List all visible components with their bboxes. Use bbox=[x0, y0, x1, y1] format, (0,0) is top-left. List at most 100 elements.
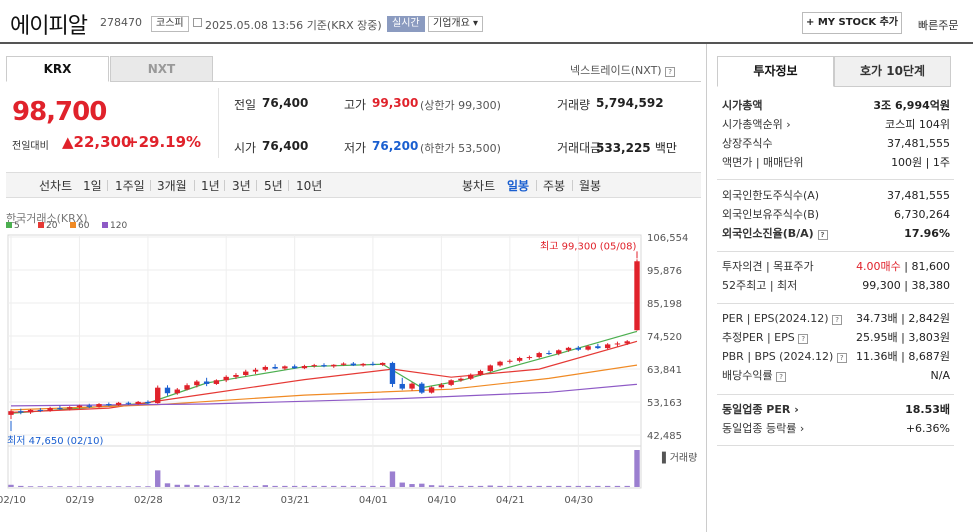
volume-label: 거래량 bbox=[557, 98, 591, 112]
volume-bar bbox=[634, 450, 640, 487]
candle-body bbox=[203, 381, 210, 384]
volume-bar bbox=[624, 485, 630, 487]
info-market-cap-rank[interactable]: 시가총액순위 › 코스피 104위 bbox=[722, 118, 950, 131]
help-icon[interactable]: ? bbox=[817, 230, 828, 240]
candle-body bbox=[321, 365, 327, 367]
period-monthly[interactable]: 월봉 bbox=[579, 179, 602, 193]
market-badge: 코스피 bbox=[151, 16, 189, 32]
tab-nxt[interactable]: NXT bbox=[110, 56, 213, 82]
info-foreign-limit: 외국인한도주식수(A) 37,481,555 bbox=[722, 189, 950, 202]
period-10y[interactable]: 10년 bbox=[296, 179, 323, 193]
candle-body bbox=[331, 364, 337, 367]
candle-body bbox=[438, 384, 445, 388]
candle-body bbox=[595, 346, 601, 349]
candle-chart-label: 봉차트 bbox=[462, 179, 496, 193]
candle-body bbox=[125, 402, 132, 404]
ma-line-ma120 bbox=[10, 383, 638, 407]
candle-body bbox=[497, 361, 503, 366]
price-chart[interactable]: 106,554 95,876 85,198 74,520 63,841 53,163 42,… bbox=[0, 228, 706, 528]
add-my-stock-button[interactable]: + MY STOCK 추가 bbox=[802, 12, 902, 34]
ma-legend-60: 60 bbox=[70, 221, 89, 231]
min-annotation: 최저 47,650 (02/10) bbox=[7, 435, 103, 447]
volume-bar bbox=[233, 485, 239, 487]
period-weekly[interactable]: 주봉 bbox=[543, 179, 566, 193]
volume-bar bbox=[350, 485, 357, 487]
volume-bar bbox=[262, 485, 269, 487]
exchange-label: 한국거래소(KRX) bbox=[6, 212, 88, 225]
info-per: PER | EPS(2024.12) ? 34.73배 | 2,842원 bbox=[722, 312, 950, 325]
upper-limit: (상한가 99,300) bbox=[420, 99, 501, 112]
info-shares: 상장주식수 37,481,555 bbox=[722, 137, 950, 150]
calendar-icon bbox=[193, 18, 202, 27]
period-daily[interactable]: 일봉 bbox=[507, 179, 530, 193]
candle-body bbox=[516, 358, 523, 361]
volume-bar bbox=[497, 485, 503, 487]
company-overview-button[interactable]: 기업개요 ▾ bbox=[428, 16, 484, 32]
period-1d[interactable]: 1일 bbox=[83, 179, 102, 193]
candle-body bbox=[272, 366, 278, 369]
volume-bar bbox=[556, 485, 562, 487]
volume-bar bbox=[595, 485, 601, 487]
period-1y[interactable]: 1년 bbox=[201, 179, 220, 193]
volume-bar bbox=[311, 485, 317, 487]
tab-hoga-10[interactable]: 호가 10단계 bbox=[834, 56, 951, 87]
volume-bar bbox=[507, 485, 513, 487]
stock-header: 에이피알 278470 코스피 2025.05.08 13:56 기준(KRX … bbox=[0, 0, 973, 44]
candle-body bbox=[252, 369, 259, 372]
candle-body bbox=[575, 347, 582, 350]
volume-bar bbox=[458, 485, 464, 487]
candle-body bbox=[115, 402, 122, 405]
candle-body bbox=[27, 409, 34, 413]
candle-body bbox=[458, 378, 464, 381]
period-3y[interactable]: 3년 bbox=[232, 179, 251, 193]
y-tick-label: 85,198 bbox=[647, 299, 682, 310]
lower-limit: (하한가 53,500) bbox=[420, 142, 501, 155]
info-sector-change[interactable]: 동일업종 등락률 › +6.36% bbox=[722, 422, 950, 435]
x-tick-label: 02/19 bbox=[65, 495, 94, 506]
info-sector-per[interactable]: 동일업종 PER › 18.53배 bbox=[722, 403, 950, 416]
volume-bar bbox=[76, 486, 83, 487]
candle-body bbox=[379, 362, 386, 365]
volume-bar bbox=[174, 484, 180, 487]
change-percent: +29.19% bbox=[126, 133, 202, 151]
candle-body bbox=[526, 357, 533, 359]
candle-body bbox=[155, 387, 161, 404]
open-value: 76,400 bbox=[262, 139, 309, 153]
volume-bar bbox=[360, 485, 366, 487]
volume-bar bbox=[477, 485, 484, 487]
candle-body bbox=[360, 363, 366, 366]
tab-investment-info[interactable]: 투자정보 bbox=[717, 56, 834, 87]
quick-order-link[interactable]: 빠른주문 bbox=[918, 19, 959, 32]
high-value: 99,300 bbox=[372, 96, 419, 110]
volume-value: 5,794,592 bbox=[596, 96, 664, 110]
nxt-link[interactable]: 넥스트레이드(NXT) ? bbox=[570, 62, 676, 78]
volume-bar bbox=[135, 486, 141, 487]
candle-body bbox=[223, 376, 229, 381]
volume-bar bbox=[243, 485, 249, 487]
help-icon[interactable]: ? bbox=[665, 67, 676, 77]
info-foreign-hold: 외국인보유주식수(B) 6,730,264 bbox=[722, 208, 950, 221]
volume-bar bbox=[516, 485, 523, 487]
period-1w[interactable]: 1주일 bbox=[115, 179, 145, 193]
tab-krx[interactable]: KRX bbox=[6, 56, 109, 82]
info-pbr: PBR | BPS (2024.12) ? 11.36배 | 8,687원 bbox=[722, 350, 950, 363]
chart-frame bbox=[7, 234, 642, 489]
candle-body bbox=[106, 404, 112, 406]
candle-body bbox=[409, 383, 415, 389]
tab-underline bbox=[110, 81, 701, 82]
volume-bar bbox=[399, 482, 405, 487]
x-tick-label: 04/30 bbox=[564, 495, 593, 506]
volume-bar bbox=[604, 485, 611, 487]
volume-bar bbox=[419, 483, 425, 487]
prev-close-label: 전일 bbox=[234, 98, 257, 112]
period-5y[interactable]: 5년 bbox=[264, 179, 283, 193]
help-icon[interactable]: ? bbox=[776, 372, 787, 382]
high-label: 고가 bbox=[344, 98, 367, 112]
volume-bar bbox=[37, 486, 44, 487]
help-icon[interactable]: ? bbox=[832, 315, 843, 325]
candle-body bbox=[174, 389, 180, 394]
period-3m[interactable]: 3개월 bbox=[157, 179, 187, 193]
help-icon[interactable]: ? bbox=[798, 334, 809, 344]
volume-bar bbox=[487, 485, 493, 487]
help-icon[interactable]: ? bbox=[836, 353, 847, 363]
